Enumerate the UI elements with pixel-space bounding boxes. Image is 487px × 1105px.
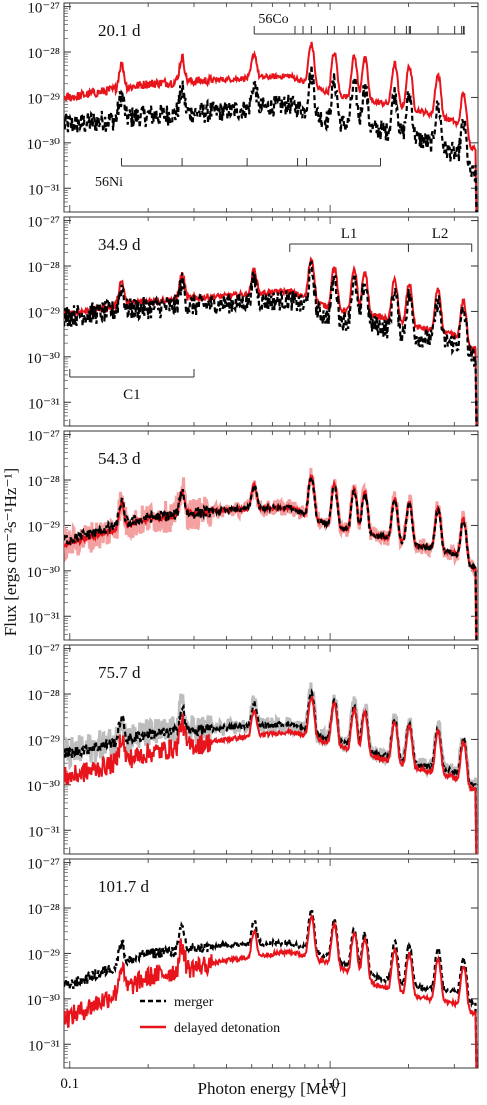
y-axis-label: Flux [ergs cm⁻²s⁻¹Hz⁻¹] [1,468,20,636]
series-group [64,467,478,640]
merger-line [64,909,478,1068]
x-axis-label: Photon energy [MeV] [198,1079,347,1098]
dd-uncertainty-band [64,467,478,640]
y-tick-label: 10⁻²⁷ [27,215,60,231]
y-tick-label: 10⁻²⁷ [27,857,60,873]
y-tick-label: 10⁻²⁸ [27,474,60,490]
y-tick-label: 10⁻²⁸ [27,46,60,62]
panel-label: 101.7 d [98,877,150,896]
x-tick-label: 0.1 [60,1076,79,1092]
y-tick-label: 10⁻³¹ [28,610,60,626]
series-group [64,909,478,1068]
y-tick-label: 10⁻³¹ [28,396,60,412]
panel-3: 10⁻³¹ 10⁻³⁰ 10⁻²⁹ 10⁻²⁸ 10⁻²⁷ 54.3 d [27,429,479,641]
panel-2: 10⁻³¹ 10⁻³⁰ 10⁻²⁹ 10⁻²⁸ 10⁻²⁷ 34.9 d L1 L2 C1 [27,215,479,427]
panel-label: 34.9 d [98,235,141,254]
delayed-detonation-line [64,256,478,426]
y-tick-label: 10⁻²⁹ [27,91,60,107]
merger-line [64,260,478,426]
y-tick-label: 10⁻²⁷ [27,643,60,659]
panel-label: 20.1 d [98,21,141,40]
series-group [64,41,478,212]
delayed-detonation-line [64,473,478,640]
y-tick-label: 10⁻²⁹ [27,733,60,749]
y-tick-label: 10⁻³⁰ [27,779,60,795]
panel-1: 10⁻³¹ 10⁻³⁰ 10⁻²⁹ 10⁻²⁸ 10⁻²⁷ 20.1 d 56Co 56Ni [27,1,479,213]
merger-line [64,65,478,212]
band-label: L1 [341,226,358,242]
x-tick-label: 1.0 [321,1076,340,1092]
y-tick-label: 10⁻²⁸ [27,260,60,276]
y-tick-label: 10⁻³⁰ [27,351,60,367]
panel-5: 10⁻³¹ 10⁻³⁰ 10⁻²⁹ 10⁻²⁸ 10⁻²⁷ 101.7 d merger de… [27,857,479,1069]
y-tick-label: 10⁻²⁹ [27,947,60,963]
y-tick-label: 10⁻²⁸ [27,688,60,704]
panel-4: 10⁻³¹ 10⁻³⁰ 10⁻²⁹ 10⁻²⁸ 10⁻²⁷ 75.7 d [27,643,479,855]
ni56-label: 56Ni [95,175,123,190]
panel-label: 54.3 d [98,449,141,468]
y-tick-label: 10⁻²⁸ [27,902,60,918]
y-tick-label: 10⁻³⁰ [27,565,60,581]
merger-uncertainty-band [64,682,478,854]
delayed-detonation-line [64,41,478,212]
y-tick-label: 10⁻²⁷ [27,1,60,17]
merger-line [64,688,478,854]
y-tick-label: 10⁻³⁰ [27,137,60,153]
y-tick-label: 10⁻²⁹ [27,519,60,535]
y-tick-label: 10⁻³¹ [28,824,60,840]
delayed-detonation-line [64,913,478,1068]
co56-label: 56Co [258,12,288,27]
y-tick-label: 10⁻³⁰ [27,993,60,1009]
merger-line [64,473,478,640]
band-label: C1 [123,387,141,403]
panel-label: 75.7 d [98,663,141,682]
y-tick-label: 10⁻³¹ [28,182,60,198]
x-axis: 0.1 1.0 [60,1076,339,1092]
band-label: L2 [432,226,449,242]
legend-entry: merger [174,995,214,1010]
y-tick-label: 10⁻³¹ [28,1038,60,1054]
series-group [64,682,478,854]
y-tick-label: 10⁻²⁷ [27,429,60,445]
legend-entry: delayed detonation [174,1021,280,1036]
series-group [64,256,478,426]
delayed-detonation-line [64,695,478,854]
y-tick-label: 10⁻²⁹ [27,305,60,321]
